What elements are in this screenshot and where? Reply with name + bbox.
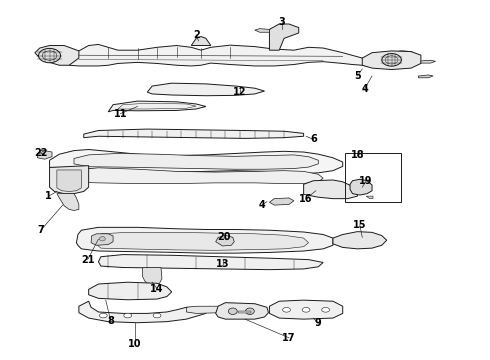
Polygon shape — [37, 150, 52, 159]
Polygon shape — [143, 267, 162, 285]
Ellipse shape — [153, 313, 161, 318]
Polygon shape — [76, 227, 333, 253]
Polygon shape — [57, 170, 81, 192]
Polygon shape — [91, 234, 113, 245]
Polygon shape — [49, 166, 89, 194]
Polygon shape — [270, 198, 294, 205]
Text: 21: 21 — [81, 255, 95, 265]
Text: 8: 8 — [107, 316, 114, 325]
Polygon shape — [57, 194, 79, 211]
Text: 7: 7 — [37, 225, 44, 235]
Ellipse shape — [382, 54, 401, 66]
Text: 9: 9 — [315, 319, 321, 328]
Text: 16: 16 — [299, 194, 313, 204]
Text: 4: 4 — [259, 200, 266, 210]
Text: 2: 2 — [193, 30, 199, 40]
Text: 22: 22 — [34, 148, 48, 158]
Ellipse shape — [124, 313, 132, 318]
Bar — [345, 153, 401, 202]
Polygon shape — [366, 196, 373, 199]
Polygon shape — [216, 235, 234, 246]
Text: 15: 15 — [353, 220, 367, 230]
Text: 19: 19 — [360, 176, 373, 186]
Text: 12: 12 — [233, 87, 247, 97]
Ellipse shape — [39, 48, 61, 63]
Text: 18: 18 — [350, 150, 364, 160]
Ellipse shape — [99, 237, 105, 241]
Ellipse shape — [99, 313, 107, 318]
Polygon shape — [79, 301, 206, 323]
Polygon shape — [69, 44, 416, 67]
Bar — [238, 311, 251, 314]
Polygon shape — [216, 303, 269, 319]
Polygon shape — [191, 37, 211, 45]
Polygon shape — [108, 101, 206, 112]
Polygon shape — [74, 153, 318, 169]
Polygon shape — [304, 180, 357, 199]
Polygon shape — [418, 75, 433, 78]
Text: 14: 14 — [150, 284, 164, 294]
Ellipse shape — [283, 307, 291, 312]
Text: 6: 6 — [310, 135, 317, 144]
Text: 13: 13 — [216, 258, 230, 269]
Polygon shape — [270, 24, 299, 50]
Polygon shape — [421, 60, 436, 63]
Polygon shape — [255, 29, 270, 32]
Polygon shape — [35, 45, 79, 65]
Text: 4: 4 — [361, 84, 368, 94]
Text: 20: 20 — [217, 232, 231, 242]
Ellipse shape — [302, 307, 310, 312]
Polygon shape — [186, 306, 225, 314]
Polygon shape — [59, 168, 323, 184]
Text: 17: 17 — [282, 333, 296, 343]
Polygon shape — [49, 149, 343, 174]
Polygon shape — [89, 282, 172, 300]
Polygon shape — [270, 300, 343, 319]
Text: 1: 1 — [45, 191, 52, 201]
Text: 5: 5 — [354, 71, 361, 81]
Polygon shape — [350, 179, 372, 195]
Polygon shape — [84, 129, 304, 138]
Text: 11: 11 — [114, 109, 127, 119]
Ellipse shape — [228, 308, 237, 315]
Text: 10: 10 — [128, 339, 142, 349]
Polygon shape — [362, 51, 421, 69]
Text: 3: 3 — [278, 17, 285, 27]
Polygon shape — [333, 231, 387, 249]
Ellipse shape — [245, 308, 254, 315]
Polygon shape — [98, 255, 323, 270]
Polygon shape — [96, 232, 309, 250]
Ellipse shape — [322, 307, 330, 312]
Polygon shape — [147, 83, 265, 96]
